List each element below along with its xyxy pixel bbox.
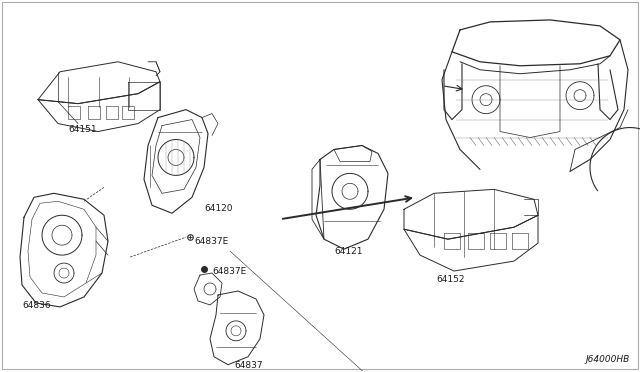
Text: 64151: 64151	[68, 125, 97, 134]
Text: 64837E: 64837E	[194, 237, 228, 246]
Text: 64120: 64120	[204, 204, 232, 213]
Text: 64152: 64152	[436, 275, 465, 284]
Text: 64836: 64836	[22, 301, 51, 310]
Text: J64000HB: J64000HB	[586, 355, 630, 364]
Text: 64837E: 64837E	[212, 267, 246, 276]
Text: 64837: 64837	[234, 361, 262, 370]
Text: 64121: 64121	[334, 247, 362, 256]
